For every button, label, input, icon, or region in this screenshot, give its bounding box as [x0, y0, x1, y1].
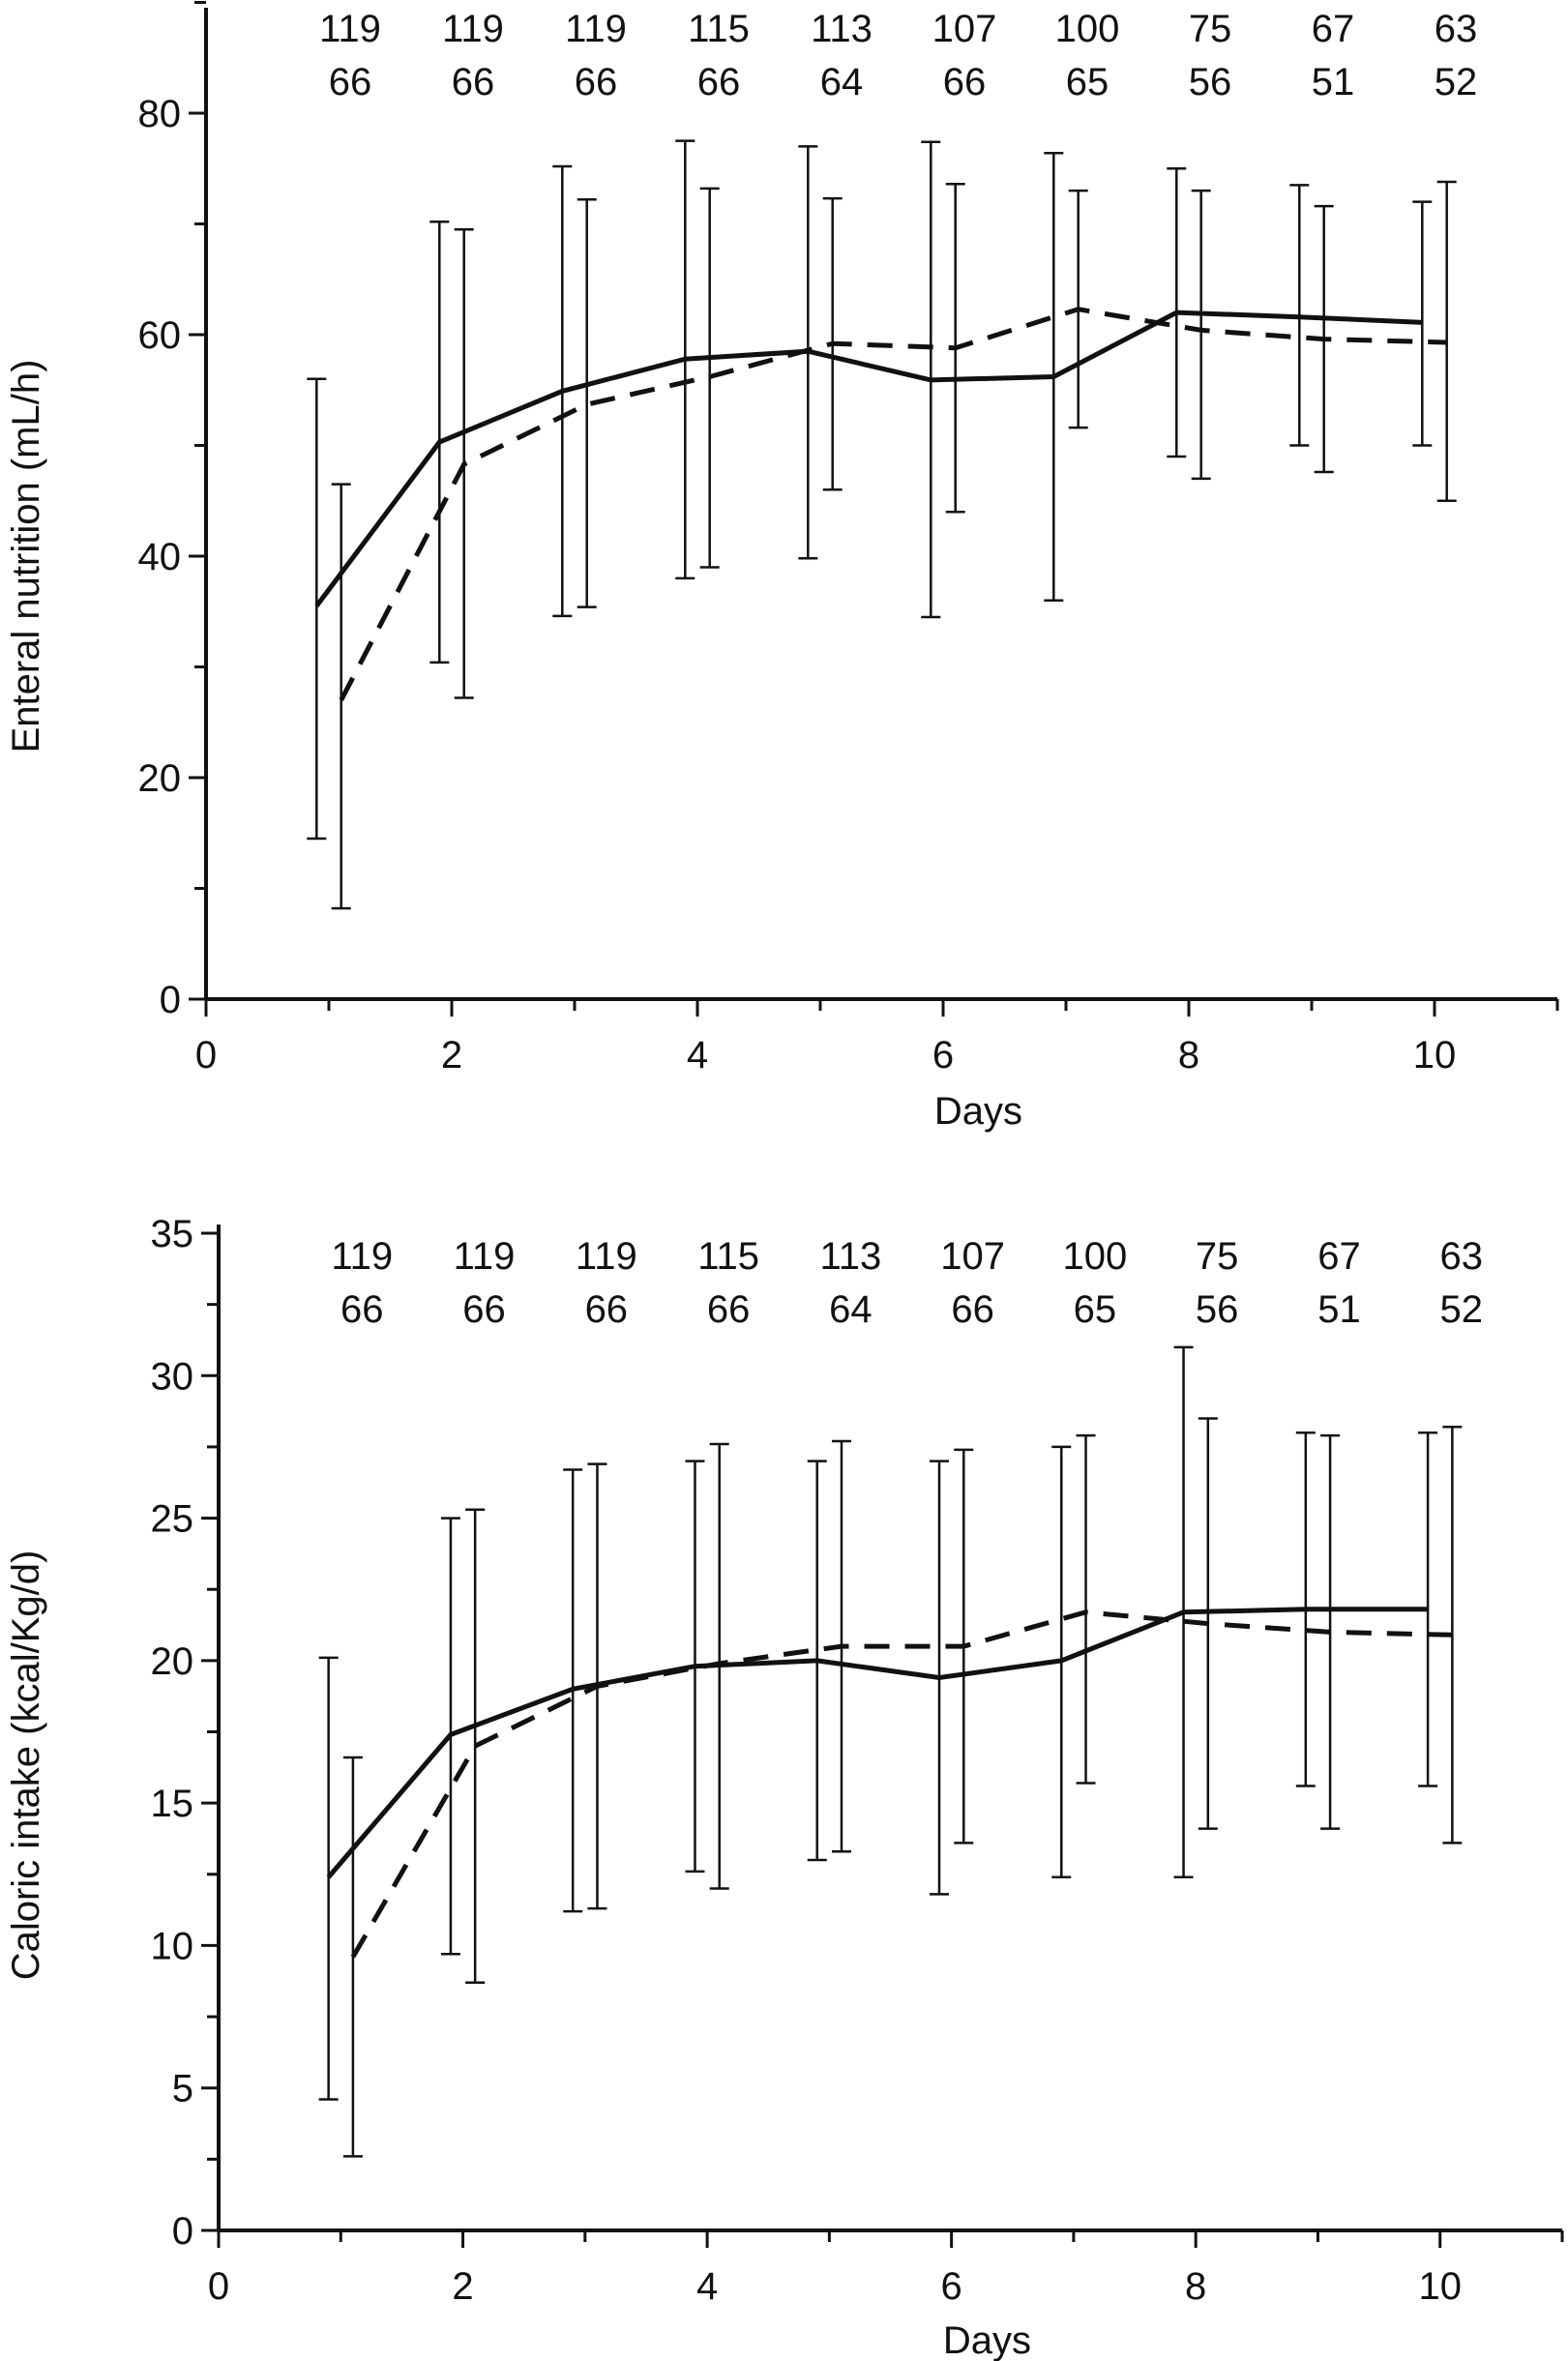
count-label-row1: 107 [940, 1235, 1005, 1278]
x-tick-label: 0 [195, 1034, 217, 1077]
count-label-row2: 66 [697, 61, 741, 103]
y-tick-label: 80 [138, 93, 182, 135]
x-axis-title: Days [943, 2319, 1031, 2361]
count-label-row1: 119 [319, 8, 381, 50]
error-bar-solid [1412, 200, 1433, 447]
count-label-row2: 66 [707, 1288, 751, 1331]
y-tick-label: 40 [138, 536, 182, 578]
y-tick-label: 30 [151, 1355, 194, 1398]
count-label-row2: 66 [943, 61, 987, 103]
series-line-dashed [339, 307, 1447, 702]
count-label-row1: 113 [811, 8, 873, 50]
count-label-row2: 66 [585, 1288, 629, 1331]
count-label-row2: 66 [951, 1288, 994, 1331]
error-bar-dashed [1076, 1433, 1096, 1785]
count-label-row1: 115 [688, 8, 750, 50]
x-tick-label: 6 [941, 2265, 962, 2308]
error-bar-dashed [342, 1756, 363, 2158]
y-tick-label: 0 [172, 2210, 193, 2253]
x-tick-label: 2 [452, 2265, 473, 2308]
error-bar-solid [307, 377, 327, 841]
y-axis-title: Caloric intake (kcal/Kg/d) [5, 1550, 47, 1981]
x-tick-label: 10 [1413, 1034, 1457, 1077]
x-tick-label: 6 [932, 1034, 954, 1077]
series-line-dashed [350, 1609, 1453, 1959]
count-label-row2: 66 [340, 1288, 384, 1331]
count-label-row1: 113 [819, 1235, 881, 1278]
count-label-row2: 66 [575, 61, 618, 103]
count-label-row1: 115 [697, 1235, 759, 1278]
count-label-row2: 66 [462, 1288, 506, 1331]
count-label-row2: 66 [452, 61, 495, 103]
error-bar-dashed [577, 198, 597, 608]
count-label-row2: 66 [329, 61, 372, 103]
count-label-row2: 52 [1439, 1288, 1483, 1331]
error-bar-dashed [709, 1442, 729, 1890]
count-label-row2: 64 [829, 1288, 873, 1331]
count-label-row2: 56 [1189, 61, 1232, 103]
y-tick-label: 5 [172, 2068, 193, 2110]
count-label-row1: 107 [932, 8, 997, 50]
y-tick-label: 0 [160, 979, 181, 1021]
y-tick-label: 20 [138, 757, 182, 800]
count-label-row1: 75 [1196, 1235, 1239, 1278]
error-bar-dashed [1191, 189, 1211, 481]
count-label-row1: 67 [1317, 1235, 1361, 1278]
series-line-solid [326, 1607, 1429, 1879]
error-bar-solid [318, 1656, 339, 2101]
x-tick-label: 2 [441, 1034, 462, 1077]
count-label-row1: 67 [1312, 8, 1355, 50]
count-label-row2: 56 [1196, 1288, 1239, 1331]
count-label-row2: 64 [820, 61, 864, 103]
count-label-row1: 119 [442, 8, 504, 50]
y-tick-label: 25 [151, 1498, 194, 1541]
y-tick-label: 60 [138, 314, 182, 357]
y-tick-label: 20 [151, 1640, 194, 1683]
count-label-row1: 119 [565, 8, 627, 50]
x-tick-label: 4 [696, 2265, 718, 2308]
y-tick-label: 15 [151, 1783, 194, 1825]
count-label-row2: 51 [1317, 1288, 1361, 1331]
count-label-row1: 63 [1439, 1235, 1483, 1278]
x-axis-title: Days [934, 1090, 1022, 1133]
y-tick-label: 35 [151, 1213, 194, 1255]
count-label-row1: 119 [576, 1235, 637, 1278]
x-tick-label: 8 [1185, 2265, 1206, 2308]
y-axis-title: Enteral nutrition (mL/h) [5, 360, 47, 753]
count-label-row1: 119 [454, 1235, 516, 1278]
count-label-row1: 119 [331, 1235, 393, 1278]
count-label-row1: 63 [1435, 8, 1478, 50]
count-label-row1: 75 [1189, 8, 1232, 50]
count-label-row1: 100 [1055, 8, 1120, 50]
x-tick-label: 0 [208, 2265, 229, 2308]
x-tick-label: 10 [1418, 2265, 1462, 2308]
count-label-row2: 51 [1312, 61, 1355, 103]
count-label-row1: 100 [1063, 1235, 1128, 1278]
x-tick-label: 4 [687, 1034, 708, 1077]
count-label-row2: 52 [1435, 61, 1478, 103]
y-tick-label: 10 [151, 1925, 194, 1967]
count-label-row2: 65 [1066, 61, 1109, 103]
x-tick-label: 8 [1178, 1034, 1199, 1077]
series-line-solid [314, 310, 1423, 607]
count-label-row2: 65 [1074, 1288, 1117, 1331]
error-bar-dashed [465, 1508, 486, 1984]
